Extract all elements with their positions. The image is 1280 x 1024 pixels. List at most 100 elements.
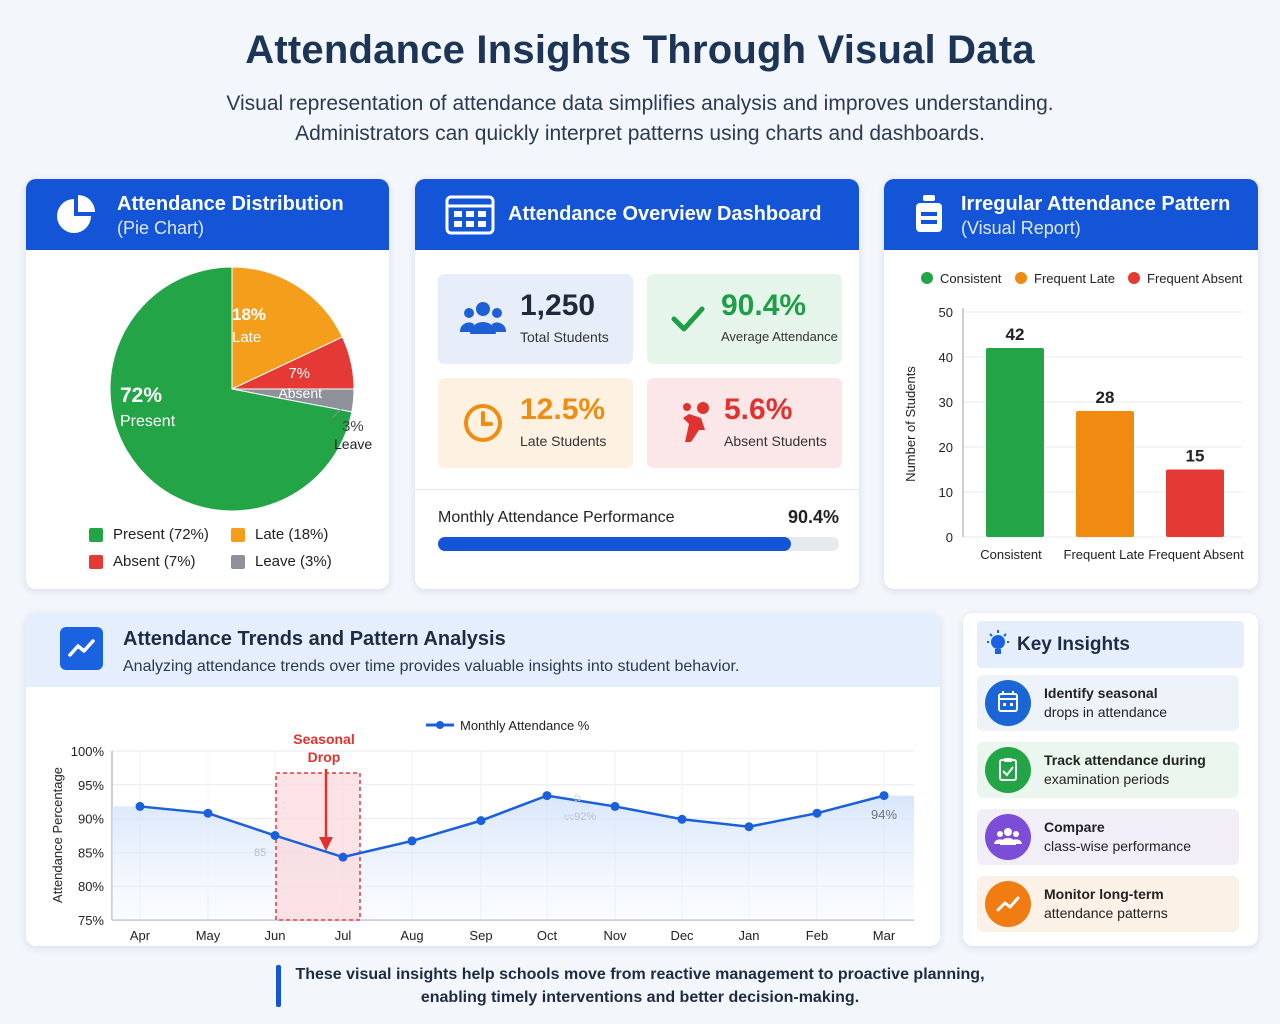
stat-label: Average Attendance (721, 329, 838, 344)
stat-value: 12.5% (520, 393, 606, 426)
faint-data-label: ಉ92% (564, 811, 596, 823)
page-header: Attendance Insights Through Visual Data … (0, 28, 1280, 149)
trends-header: Attendance Trends and Pattern Analysis A… (26, 613, 940, 687)
card-title: Attendance Trends and Pattern Analysis (123, 628, 506, 650)
x-tick-label: Jun (265, 928, 286, 943)
legend-swatch (89, 527, 103, 542)
card-title: Attendance Overview Dashboard (508, 203, 822, 225)
faint-data-label: 85 (254, 847, 266, 859)
end-value-label: 94% (871, 807, 897, 822)
x-tick-label: Sep (469, 928, 492, 943)
y-axis-label: Number of Students (903, 366, 918, 482)
footer-accent-bar (276, 965, 281, 1007)
insight-item: Track attendance during examination peri… (977, 742, 1239, 798)
annotation-arrow-head (319, 837, 333, 851)
legend-marker (436, 721, 444, 729)
pie-label-name: Late (232, 329, 261, 346)
performance-progress-fill (438, 537, 791, 551)
data-point-jan (744, 822, 754, 832)
subtitle-line-2: Administrators can quickly interpret pat… (295, 122, 985, 145)
card-subtitle: Analyzing attendance trends over time pr… (123, 658, 740, 675)
legend-leave: Leave (3%) (231, 553, 332, 570)
performance-label: Monthly Attendance Performance (438, 509, 675, 526)
key-insights-card: Key Insights Identify seasonal drops in … (963, 613, 1258, 946)
bar-value-label: 42 (1006, 325, 1025, 344)
check-icon (669, 302, 707, 341)
legend-swatch (89, 554, 103, 569)
irregular-attendance-card: Irregular Attendance Pattern (Visual Rep… (884, 179, 1258, 589)
data-point-jul (338, 852, 348, 862)
insights-header: Key Insights (977, 621, 1244, 668)
subtitle-line-1: Visual representation of attendance data… (226, 92, 1054, 115)
stat-absent-students: 5.6% Absent Students (647, 378, 842, 468)
data-point-may (203, 808, 213, 818)
pie-label-name: Leave (334, 436, 372, 452)
insight-item: Identify seasonal drops in attendance (977, 675, 1239, 731)
bar-value-label: 28 (1096, 388, 1115, 407)
trends-card: Attendance Trends and Pattern Analysis A… (26, 613, 940, 946)
faint-data-label: ದಿ (574, 792, 581, 804)
calendar-icon (985, 680, 1031, 726)
data-point-dec (677, 814, 687, 824)
x-tick-label: Aug (400, 928, 423, 943)
pie-slice-late (231, 266, 344, 390)
area-fill (112, 795, 914, 920)
performance-progress-bar (438, 537, 839, 551)
y-tick-label: 10 (939, 485, 953, 500)
card-header: Irregular Attendance Pattern (Visual Rep… (884, 179, 1258, 250)
x-tick-label: Frequent Late (1064, 547, 1145, 562)
bar-frequent-absent (1166, 469, 1224, 537)
users-icon (458, 298, 508, 343)
x-tick-label: Jul (335, 928, 352, 943)
lightbulb-icon (985, 630, 1011, 665)
x-tick-label: Frequent Absent (1148, 547, 1244, 562)
y-tick-label: 30 (939, 395, 953, 410)
pie-label-name: Present (120, 413, 176, 430)
x-tick-label: Oct (537, 928, 558, 943)
legend-label: Frequent Absent (1147, 271, 1243, 286)
data-point-apr (135, 801, 145, 811)
data-point-oct (542, 791, 552, 801)
bar-consistent (986, 348, 1044, 537)
pie-label-name: Absent (278, 385, 322, 401)
card-subtitle: (Visual Report) (961, 218, 1081, 238)
pie-label-value: 18% (232, 305, 266, 324)
insight-item: Monitor long-term attendance patterns (977, 876, 1239, 932)
card-title: Attendance Distribution (117, 193, 344, 215)
x-tick-label: Feb (806, 928, 828, 943)
divider (415, 489, 859, 490)
absent-person-icon (677, 400, 717, 449)
legend-label: Monthly Attendance % (460, 718, 590, 733)
legend-absent: Absent (7%) (89, 553, 196, 570)
data-point-mar (879, 791, 889, 801)
x-tick-label: May (196, 928, 221, 943)
stat-late-students: 12.5% Late Students (438, 378, 633, 468)
trend-up-icon (985, 881, 1031, 927)
annotation-line-1: Seasonal (293, 731, 354, 747)
card-header: Attendance Distribution (Pie Chart) (26, 179, 389, 250)
data-point-nov (610, 801, 620, 811)
legend-dot (1128, 272, 1140, 284)
y-tick-label: 95% (78, 778, 104, 793)
annotation-line-2: Drop (308, 749, 341, 765)
page-title: Attendance Insights Through Visual Data (245, 28, 1035, 72)
x-tick-label: Nov (603, 928, 627, 943)
bar-value-label: 15 (1186, 447, 1205, 466)
y-tick-label: 50 (939, 305, 953, 320)
card-subtitle: (Pie Chart) (117, 218, 205, 238)
pie-chart-icon (54, 193, 100, 244)
clock-icon (462, 402, 504, 449)
insight-item: Compare class-wise performance (977, 809, 1239, 865)
legend-late: Late (18%) (231, 526, 328, 543)
dashboard-icon (445, 195, 495, 240)
pie-label-value: 3% (342, 418, 364, 435)
bar-chart: Consistent Frequent Late Frequent Absent01… (903, 271, 1244, 562)
legend-dot (1015, 272, 1027, 284)
footer-text: These visual insights help schools move … (295, 966, 985, 1006)
stat-total-students: 1,250 Total Students (438, 274, 633, 364)
bar-frequent-late (1076, 411, 1134, 537)
x-tick-label: Mar (873, 928, 896, 943)
y-tick-label: 85% (78, 845, 104, 860)
stat-label: Total Students (520, 329, 609, 345)
stat-value: 1,250 (520, 289, 596, 322)
